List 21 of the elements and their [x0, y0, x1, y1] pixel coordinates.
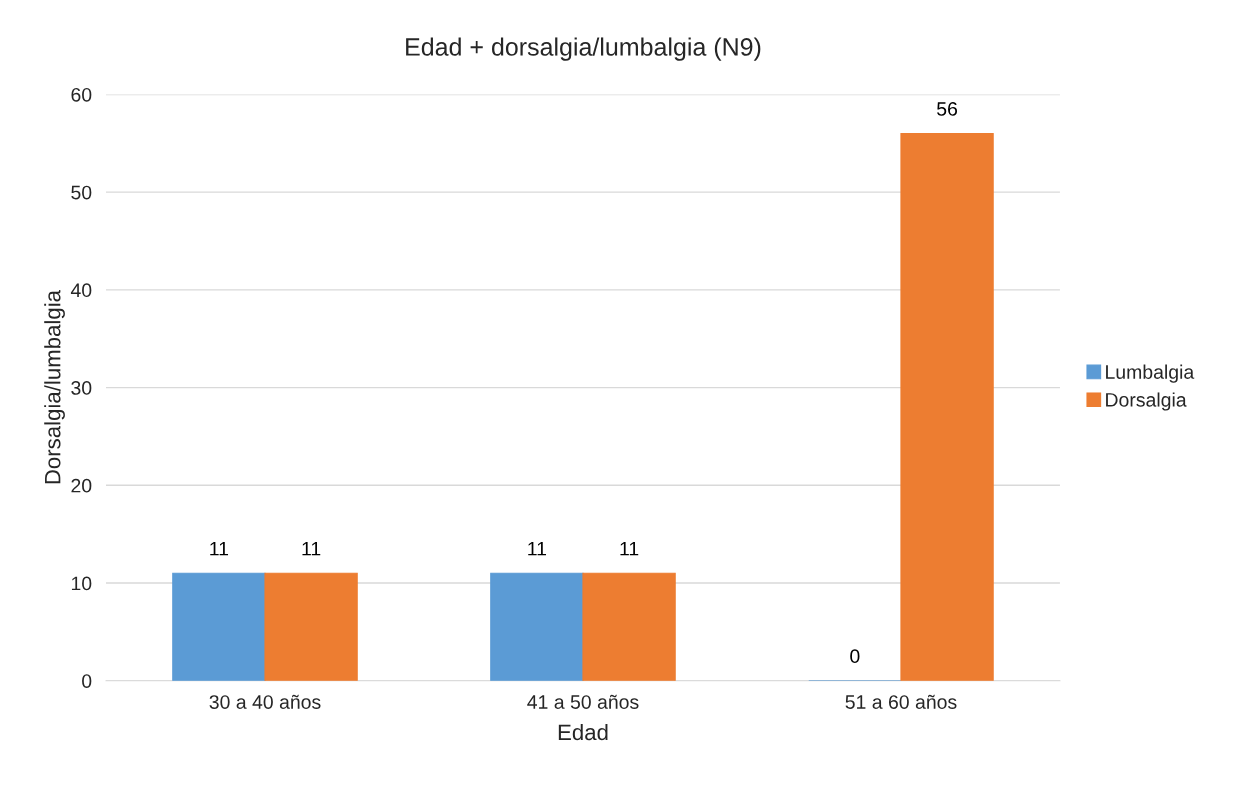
data-label: 11	[210, 541, 229, 556]
y-tick-label: 40	[70, 283, 92, 298]
data-label: 0	[850, 649, 860, 664]
y-tick-label: 30	[71, 381, 92, 395]
chart-title: Edad + dorsalgia/lumbalgia (N9)	[406, 37, 761, 61]
x-axis-title: Edad	[558, 723, 608, 741]
x-tick-label: 51 a 60 años	[845, 694, 957, 709]
x-tick-label: 41 a 50 años	[527, 694, 639, 709]
y-tick-label: 20	[71, 478, 92, 493]
data-label: 11	[620, 541, 639, 556]
y-axis-title: Dorsalgia/lumbalgia	[44, 290, 65, 484]
x-tick-label: 30 a 40 años	[209, 694, 321, 709]
legend-label: Dorsalgia	[1106, 392, 1187, 411]
y-tick-label: 50	[71, 185, 92, 200]
data-label: 11	[528, 541, 547, 556]
legend-label: Lumbalgia	[1106, 364, 1195, 383]
data-label: 11	[302, 541, 321, 556]
data-label: 56	[937, 102, 958, 116]
y-tick-label: 10	[71, 576, 92, 591]
y-tick-label: 0	[82, 674, 92, 688]
y-tick-label: 60	[71, 87, 92, 102]
